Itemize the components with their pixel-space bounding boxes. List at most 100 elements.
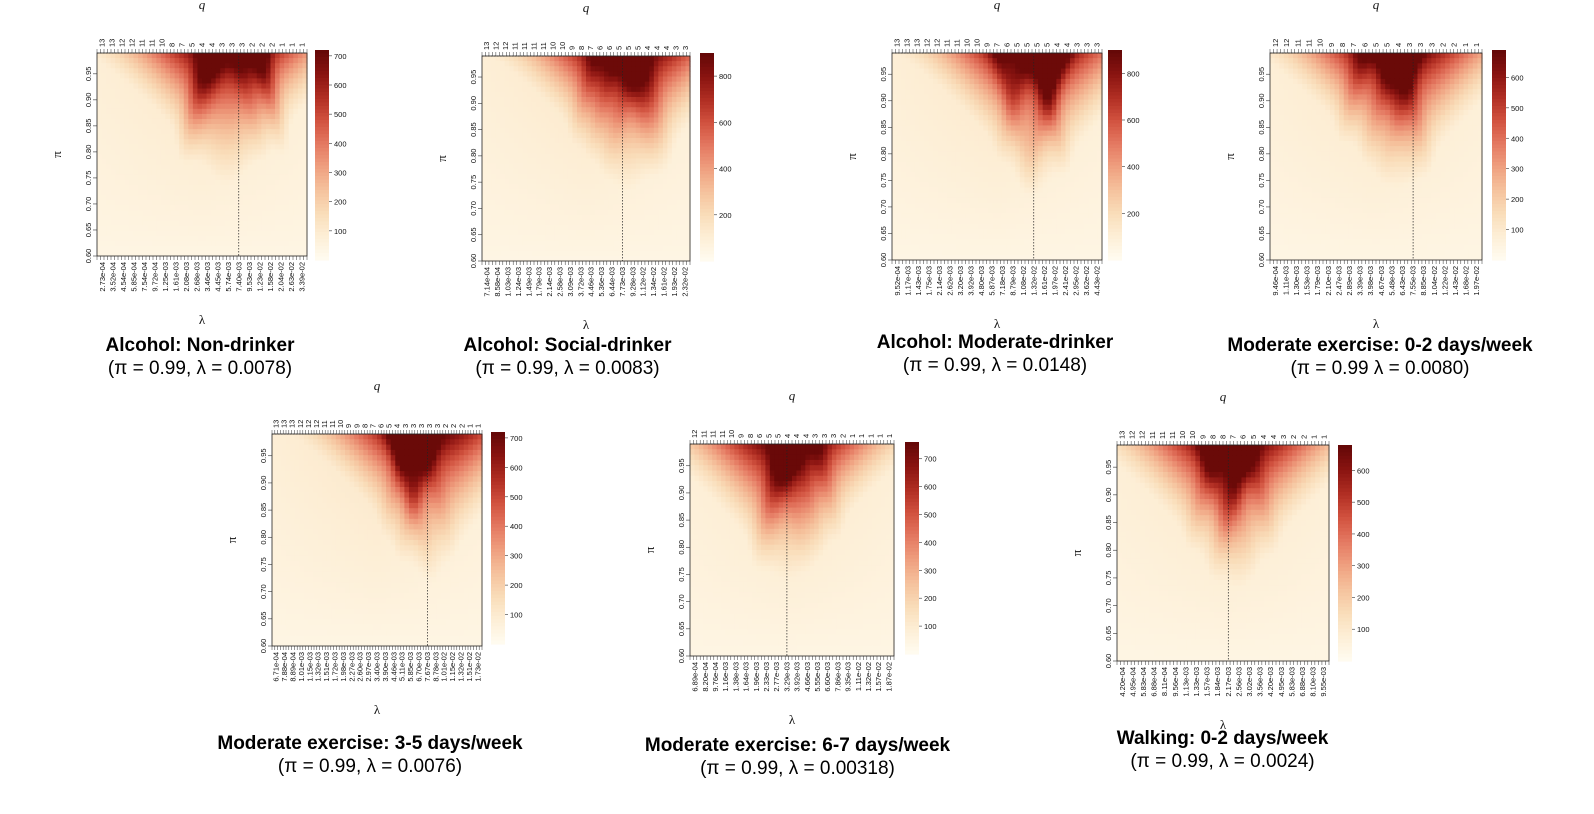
heatmap-cell — [302, 98, 308, 105]
heatmap-cell — [243, 174, 249, 181]
heatmap-cell — [106, 179, 112, 186]
heatmap-cell — [192, 179, 199, 186]
heatmap-cell — [928, 94, 934, 101]
heatmap-cell — [101, 195, 107, 201]
heatmap-cell — [270, 58, 276, 64]
heatmap-cell — [531, 143, 537, 149]
heatmap-cell — [536, 204, 542, 211]
heatmap-cell — [992, 68, 998, 75]
heatmap-cell — [229, 98, 235, 105]
heatmap-cell — [133, 73, 139, 79]
heatmap-cell — [504, 127, 510, 134]
heatmap-cell — [513, 204, 519, 211]
heatmap-cell — [252, 169, 258, 176]
heatmap-cell — [685, 225, 691, 231]
heatmap-cell — [581, 225, 587, 231]
heatmap-cell — [302, 63, 308, 69]
heatmap-cell — [261, 174, 267, 181]
heatmap-cell — [1001, 94, 1007, 101]
heatmap-cell — [1024, 109, 1030, 116]
heatmap-cell — [188, 230, 194, 237]
heatmap-cell — [110, 179, 116, 186]
heatmap-cell — [500, 148, 506, 154]
heatmap-cell — [229, 195, 235, 201]
heatmap-cell — [626, 148, 632, 154]
heatmap-cell — [649, 143, 655, 149]
heatmap-cell — [974, 89, 980, 95]
heatmap-cell — [518, 117, 524, 124]
heatmap-cell — [265, 210, 272, 216]
heatmap-cell — [151, 103, 157, 110]
heatmap-cell — [179, 250, 185, 257]
heatmap-cell — [265, 63, 272, 69]
heatmap-cell — [914, 104, 920, 111]
heatmap-cell — [901, 120, 907, 127]
heatmap-cell — [567, 102, 574, 108]
heatmap-cell — [138, 103, 144, 110]
heatmap-cell — [599, 220, 605, 226]
heatmap-cell — [215, 88, 221, 95]
heatmap-cell — [522, 66, 528, 72]
heatmap-cell — [1033, 115, 1039, 121]
colorbar-step — [700, 101, 714, 106]
heatmap-cell — [599, 97, 605, 103]
heatmap-cell — [960, 78, 966, 85]
heatmap-cell — [522, 230, 528, 236]
heatmap-cell — [604, 91, 610, 98]
heatmap-cell — [974, 63, 980, 70]
heatmap-cell — [644, 138, 650, 144]
heatmap-cell — [599, 199, 605, 206]
heatmap-cell — [233, 245, 240, 252]
heatmap-cell — [1060, 63, 1067, 70]
x-tick-label: 2.14e-03 — [545, 267, 554, 297]
heatmap-cell — [279, 220, 285, 227]
q-tick-label: 9 — [567, 46, 576, 50]
heatmap-cell — [563, 102, 569, 108]
heatmap-cell — [576, 117, 583, 124]
heatmap-cell — [974, 125, 980, 132]
heatmap-cell — [119, 230, 125, 237]
heatmap-cell — [233, 129, 240, 135]
heatmap-cell — [685, 245, 691, 252]
heatmap-cell — [101, 179, 107, 186]
heatmap-cell — [613, 102, 619, 108]
heatmap-cell — [540, 214, 546, 221]
heatmap-cell — [613, 81, 619, 88]
heatmap-cell — [297, 118, 304, 125]
heatmap-cell — [252, 73, 258, 79]
heatmap-cell — [142, 73, 148, 79]
heatmap-cell — [138, 240, 144, 247]
heatmap-cell — [188, 210, 194, 216]
heatmap-cell — [955, 73, 962, 80]
heatmap-cell — [892, 58, 898, 64]
heatmap-cell — [590, 255, 596, 262]
heatmap-cell — [101, 108, 107, 115]
heatmap-cell — [279, 83, 285, 90]
heatmap-cell — [229, 83, 235, 90]
heatmap-cell — [247, 78, 253, 85]
heatmap-cell — [581, 66, 587, 72]
colorbar-step — [700, 257, 714, 262]
heatmap-cell — [617, 199, 623, 206]
heatmap-cell — [183, 88, 189, 95]
heatmap-cell — [215, 124, 221, 130]
heatmap-cell — [188, 205, 194, 211]
heatmap-cell — [513, 158, 519, 165]
heatmap-cell — [133, 154, 139, 161]
heatmap-cell — [581, 158, 587, 165]
heatmap-cell — [896, 115, 902, 121]
heatmap-cell — [495, 71, 501, 78]
heatmap-cell — [635, 230, 641, 236]
heatmap-cell — [252, 124, 258, 130]
heatmap-cell — [215, 210, 221, 216]
heatmap-cell — [110, 190, 116, 196]
heatmap-cell — [275, 118, 281, 125]
heatmap-cell — [951, 68, 957, 75]
heatmap-cell — [252, 164, 258, 171]
heatmap-cell — [482, 81, 488, 88]
heatmap-cell — [1015, 125, 1021, 132]
heatmap-cell — [302, 210, 308, 216]
heatmap-cell — [110, 210, 116, 216]
heatmap-cell — [128, 53, 135, 59]
heatmap-cell — [914, 53, 920, 59]
